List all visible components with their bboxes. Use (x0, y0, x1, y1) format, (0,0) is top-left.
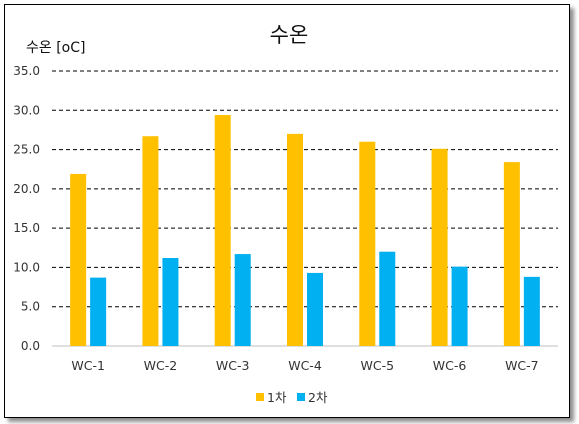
chart-title: 수온 (270, 23, 309, 47)
legend-swatch (297, 393, 305, 401)
bar (431, 148, 448, 346)
x-tick-label: WC-5 (361, 358, 395, 373)
y-tick-label: 30.0 (13, 103, 40, 117)
bar (90, 277, 107, 346)
bar (234, 254, 251, 346)
y-tick-label: 25.0 (13, 143, 40, 157)
legend-swatch (256, 393, 264, 401)
bar (70, 173, 87, 346)
y-tick-label: 35.0 (13, 64, 40, 78)
bar (287, 133, 303, 346)
x-tick-label: WC-1 (71, 358, 105, 373)
x-tick-label: WC-2 (144, 358, 178, 373)
y-tick-label: 10.0 (13, 260, 40, 274)
y-axis-label: 수온 [oC] (26, 40, 85, 56)
x-tick-label: WC-7 (505, 358, 539, 373)
bars (70, 115, 540, 346)
bar (214, 115, 231, 346)
legend-label: 2차 (308, 390, 328, 405)
bar (359, 141, 376, 346)
bar (503, 162, 520, 346)
bar (162, 258, 179, 346)
x-tick-label: WC-6 (433, 358, 467, 373)
bar (379, 251, 396, 346)
bar (523, 276, 540, 346)
bar (451, 266, 468, 346)
bar (142, 136, 159, 346)
x-tick-label: WC-3 (216, 358, 250, 373)
y-tick-label: 5.0 (21, 300, 40, 314)
gridlines (52, 70, 558, 347)
x-tick-label: WC-4 (288, 358, 322, 373)
bar (307, 272, 323, 346)
y-tick-labels: 0.0 5.0 10.0 15.0 20.0 25.0 30.0 35.0 (13, 64, 40, 353)
x-tick-labels: WC-1 WC-2 WC-3 WC-4 WC-5 WC-6 WC-7 (71, 358, 538, 373)
y-tick-label: 0.0 (21, 339, 40, 353)
legend-label: 1차 (267, 390, 287, 405)
y-tick-label: 20.0 (13, 182, 40, 196)
y-tick-label: 15.0 (13, 221, 40, 235)
legend: 1차 2차 (256, 390, 328, 405)
